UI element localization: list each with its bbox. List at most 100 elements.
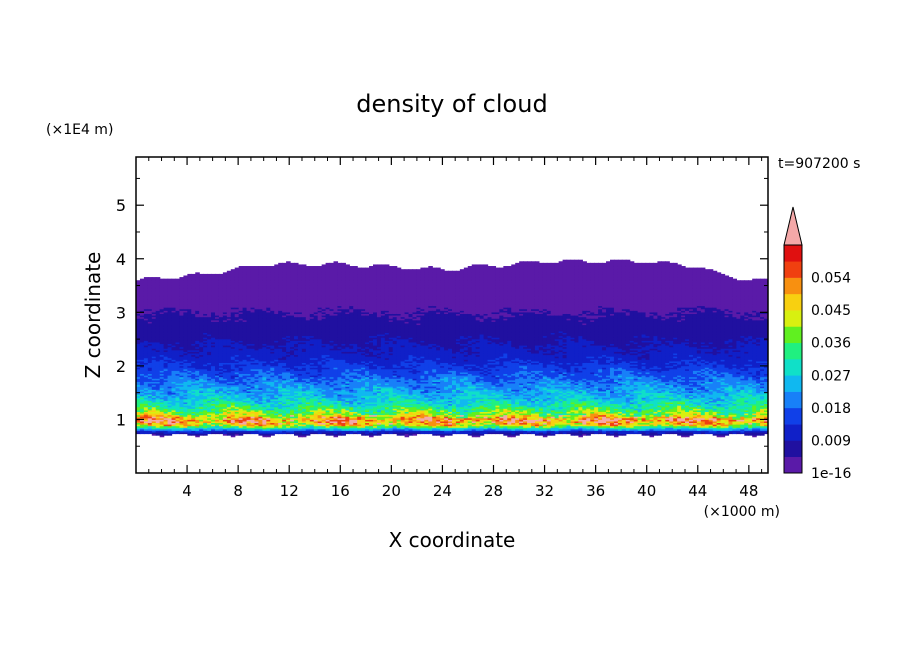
density-cell: [207, 392, 212, 395]
density-cell: [167, 341, 173, 345]
density-cell: [207, 370, 212, 373]
density-cell: [136, 351, 141, 354]
density-cell: [179, 356, 184, 359]
density-cell: [139, 286, 145, 289]
density-cell: [199, 352, 204, 356]
density-cell: [155, 411, 161, 414]
density-cell: [151, 371, 157, 375]
density-cell: [211, 416, 216, 419]
density-cell: [199, 424, 204, 427]
density-cell: [226, 392, 232, 395]
density-cell: [187, 273, 192, 277]
density-cell: [183, 299, 188, 302]
density-cell: [143, 302, 149, 305]
density-cell: [226, 288, 232, 291]
density-cell: [211, 305, 216, 308]
density-cell: [191, 414, 196, 417]
density-cell: [147, 294, 153, 297]
density-cell: [203, 420, 208, 424]
density-cell: [215, 430, 220, 433]
density-cell: [159, 376, 165, 379]
density-cell: [215, 281, 220, 284]
density-cell: [139, 414, 145, 417]
density-cell: [203, 371, 208, 375]
density-cell: [199, 278, 204, 281]
density-cell: [159, 357, 165, 360]
density-cell: [203, 352, 208, 356]
density-cell: [139, 406, 145, 409]
density-cell: [218, 403, 224, 406]
density-cell: [215, 416, 220, 419]
density-cell: [222, 382, 228, 386]
density-cell: [183, 337, 188, 340]
density-cell: [211, 335, 216, 338]
density-cell: [191, 302, 196, 305]
density-cell: [199, 428, 204, 431]
density-cell: [207, 281, 212, 284]
density-cell: [230, 414, 236, 417]
density-cell: [155, 324, 161, 327]
density-cell: [175, 414, 181, 417]
density-cell: [167, 384, 173, 387]
density-cell: [183, 292, 188, 296]
density-cell: [211, 400, 216, 403]
density-cell: [215, 310, 220, 313]
density-cell: [183, 373, 188, 376]
density-cell: [226, 324, 232, 327]
density-cell: [167, 284, 173, 288]
density-cell: [187, 307, 192, 310]
density-cell: [191, 416, 196, 419]
density-cell: [171, 414, 177, 417]
density-cell: [147, 343, 153, 346]
density-cell: [175, 337, 181, 340]
density-cell: [175, 382, 181, 386]
density-cell: [203, 319, 208, 322]
density-cell: [183, 297, 188, 300]
density-cell: [139, 332, 145, 335]
density-cell: [195, 335, 200, 338]
density-cell: [147, 428, 153, 431]
density-cell: [155, 296, 161, 299]
density-cell: [179, 386, 184, 389]
density-cell: [191, 321, 196, 324]
density-cell: [179, 346, 184, 349]
density-cell: [143, 324, 149, 327]
density-cell: [175, 345, 181, 348]
density-cell: [230, 392, 236, 395]
density-cell: [183, 386, 188, 389]
density-cell: [218, 416, 224, 419]
density-cell: [139, 333, 145, 337]
density-cell: [163, 303, 169, 307]
density-cell: [195, 329, 200, 332]
density-cell: [139, 351, 145, 354]
density-cell: [195, 352, 200, 356]
density-cell: [163, 376, 169, 379]
density-cell: [155, 343, 161, 346]
density-cell: [191, 378, 196, 381]
density-cell: [151, 400, 157, 403]
density-cell: [211, 397, 216, 400]
density-cell: [203, 398, 208, 401]
density-cell: [226, 303, 232, 307]
density-cell: [143, 284, 149, 288]
density-cell: [222, 319, 228, 322]
density-cell: [167, 425, 173, 428]
density-cell: [218, 371, 224, 375]
density-cell: [222, 341, 228, 345]
density-cell: [215, 368, 220, 371]
density-cell: [136, 381, 141, 384]
density-cell: [286, 261, 291, 264]
density-cell: [155, 359, 161, 362]
density-cell: [167, 297, 173, 300]
density-cell: [218, 386, 224, 389]
density-cell: [167, 365, 173, 368]
density-cell: [230, 360, 236, 363]
density-cell: [187, 408, 192, 411]
density-cell: [159, 408, 165, 411]
density-cell: [187, 327, 192, 330]
density-cell: [147, 419, 153, 422]
density-cell: [167, 416, 173, 419]
density-cell: [139, 363, 145, 367]
density-cell: [230, 338, 236, 341]
density-cell: [226, 343, 232, 346]
